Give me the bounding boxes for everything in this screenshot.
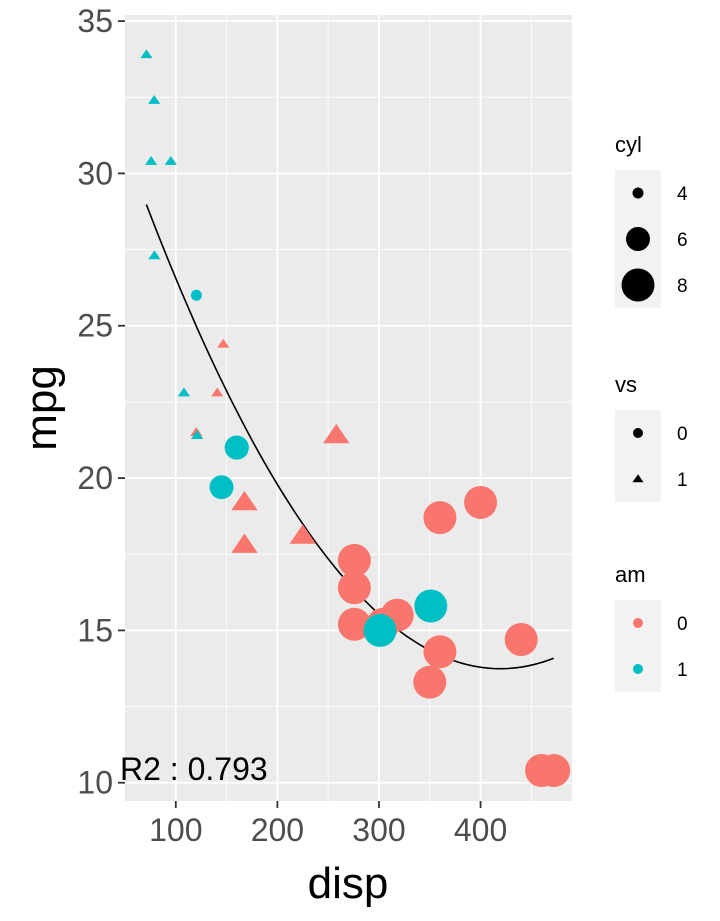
data-point <box>323 423 350 444</box>
data-point <box>231 533 258 553</box>
data-point <box>231 490 258 511</box>
legend-size-marker <box>632 187 644 199</box>
data-point <box>337 543 371 577</box>
data-point <box>414 589 448 623</box>
y-tick-label: 35 <box>77 3 113 39</box>
legend-size-marker <box>621 268 655 302</box>
legend-label: 4 <box>677 184 688 205</box>
legend-label: 1 <box>677 470 688 491</box>
data-point <box>145 155 158 165</box>
axis-ticks <box>118 20 482 808</box>
data-point <box>148 95 161 104</box>
plot-panel <box>125 15 572 801</box>
axis-tick-labels: 100 200 300 400 10 15 20 25 30 35 <box>77 3 507 848</box>
x-tick-label: 300 <box>352 812 405 848</box>
data-point <box>423 501 457 535</box>
data-point <box>337 571 371 605</box>
x-axis-title: disp <box>308 859 389 908</box>
data-point <box>525 754 559 788</box>
legend-label: 6 <box>677 230 688 251</box>
y-tick-label: 15 <box>77 612 113 648</box>
data-point <box>140 49 153 59</box>
y-tick-label: 30 <box>77 155 113 191</box>
data-point <box>177 387 190 397</box>
data-point <box>190 289 202 301</box>
data-point <box>164 155 177 165</box>
x-tick-label: 400 <box>454 812 507 848</box>
annotation-r2: R2 : 0.793 <box>120 751 268 787</box>
data-point <box>337 607 371 641</box>
legend-label: 0 <box>677 424 688 445</box>
legend-title-cyl: cyl <box>615 132 642 157</box>
x-tick-label: 200 <box>251 812 304 848</box>
data-point <box>423 635 457 669</box>
legend-label: 0 <box>677 614 688 635</box>
y-tick-label: 10 <box>77 765 113 801</box>
y-tick-label: 25 <box>77 308 113 344</box>
data-point <box>209 475 234 500</box>
legend-color-marker <box>633 618 643 628</box>
grid-major <box>125 15 572 801</box>
legend-shape-marker <box>632 474 644 483</box>
data-point <box>413 665 447 699</box>
legend-title-vs: vs <box>615 372 637 397</box>
legend-shape-marker <box>633 428 643 438</box>
y-tick-label: 20 <box>77 460 113 496</box>
legend-size-marker <box>626 227 650 251</box>
data-point <box>211 387 224 397</box>
data-point <box>148 250 161 260</box>
data-point <box>464 485 498 519</box>
legend-area: cyl 4 6 8 vs 0 1 am 0 1 <box>615 132 688 692</box>
x-tick-label: 100 <box>149 812 202 848</box>
legend-label: 1 <box>677 660 688 681</box>
points-layer <box>140 49 571 788</box>
legend-title-am: am <box>615 562 646 587</box>
legend-color-marker <box>633 664 643 674</box>
data-point <box>289 524 316 544</box>
legend-label: 8 <box>677 276 688 297</box>
y-axis-title: mpg <box>17 365 66 451</box>
data-point <box>504 623 538 657</box>
data-point <box>191 430 204 439</box>
data-point <box>217 338 230 348</box>
data-point <box>224 435 249 460</box>
data-point <box>363 613 397 647</box>
